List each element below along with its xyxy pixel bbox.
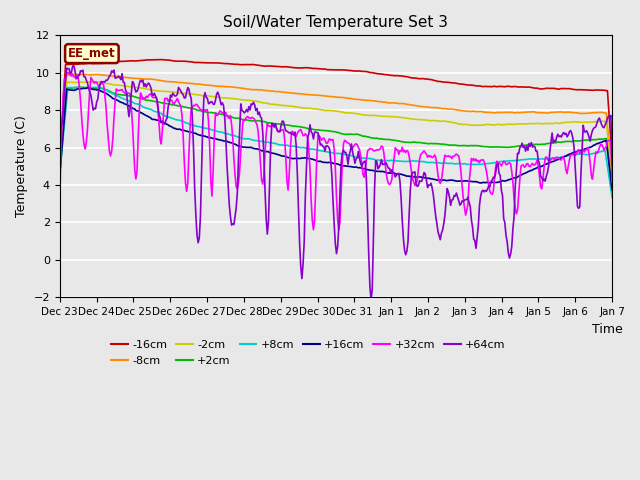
+8cm <box>56 171 63 177</box>
+16cm <box>229 141 237 146</box>
Legend: -16cm, -8cm, -2cm, +2cm, +8cm, +16cm, +32cm, +64cm: -16cm, -8cm, -2cm, +2cm, +8cm, +16cm, +3… <box>107 336 510 370</box>
+8cm <box>290 144 298 149</box>
+8cm <box>366 156 374 162</box>
-16cm <box>56 159 63 165</box>
Y-axis label: Temperature (C): Temperature (C) <box>15 115 28 217</box>
+64cm <box>560 130 568 135</box>
+64cm <box>229 221 237 227</box>
+2cm <box>56 171 63 177</box>
-2cm <box>392 114 400 120</box>
-8cm <box>56 164 63 170</box>
-2cm <box>290 104 298 109</box>
+2cm <box>463 143 470 148</box>
-8cm <box>72 72 80 77</box>
+8cm <box>392 158 400 164</box>
-2cm <box>88 79 96 84</box>
+16cm <box>608 187 616 193</box>
+32cm <box>608 180 616 185</box>
+2cm <box>366 134 374 140</box>
-8cm <box>366 97 374 103</box>
-16cm <box>608 156 616 161</box>
Line: -2cm: -2cm <box>60 82 612 179</box>
+2cm <box>608 186 616 192</box>
+16cm <box>56 171 63 177</box>
+32cm <box>367 146 375 152</box>
-8cm <box>392 100 400 106</box>
+64cm <box>367 297 375 302</box>
-16cm <box>229 61 237 67</box>
-8cm <box>463 108 470 114</box>
Line: -8cm: -8cm <box>60 74 612 175</box>
Line: -16cm: -16cm <box>60 60 612 162</box>
+32cm <box>464 201 472 207</box>
-2cm <box>608 176 616 182</box>
+64cm <box>394 171 401 177</box>
+32cm <box>560 155 568 161</box>
+16cm <box>290 156 298 161</box>
+8cm <box>463 162 470 168</box>
+32cm <box>56 194 63 200</box>
-16cm <box>463 82 470 88</box>
+32cm <box>229 135 237 141</box>
+16cm <box>559 155 566 160</box>
Line: +32cm: +32cm <box>60 72 612 230</box>
Title: Soil/Water Temperature Set 3: Soil/Water Temperature Set 3 <box>223 15 449 30</box>
-2cm <box>56 168 63 174</box>
-8cm <box>608 172 616 178</box>
-16cm <box>156 57 164 62</box>
-16cm <box>392 72 400 78</box>
+8cm <box>559 154 566 160</box>
+32cm <box>290 132 298 138</box>
+64cm <box>290 132 298 138</box>
-8cm <box>290 90 298 96</box>
+16cm <box>84 85 92 91</box>
-16cm <box>559 86 566 92</box>
+2cm <box>559 139 566 145</box>
+32cm <box>64 70 72 75</box>
-2cm <box>559 120 566 126</box>
-16cm <box>366 70 374 75</box>
Line: +2cm: +2cm <box>60 87 612 189</box>
-2cm <box>366 113 374 119</box>
Line: +8cm: +8cm <box>60 87 612 197</box>
-2cm <box>229 96 237 101</box>
+2cm <box>290 123 298 129</box>
X-axis label: Time: Time <box>593 324 623 336</box>
+64cm <box>70 62 77 68</box>
+16cm <box>366 168 374 173</box>
Line: +16cm: +16cm <box>60 88 612 190</box>
+64cm <box>464 194 472 200</box>
-8cm <box>229 84 237 90</box>
-16cm <box>290 65 298 71</box>
+8cm <box>94 84 102 90</box>
-8cm <box>559 109 566 115</box>
+32cm <box>394 147 401 153</box>
+64cm <box>608 163 616 168</box>
Text: EE_met: EE_met <box>68 47 116 60</box>
+8cm <box>608 194 616 200</box>
-2cm <box>463 121 470 127</box>
Line: +64cm: +64cm <box>60 65 612 300</box>
+64cm <box>56 170 63 176</box>
+16cm <box>392 171 400 177</box>
+64cm <box>366 284 374 290</box>
+8cm <box>229 132 237 138</box>
+2cm <box>76 84 83 90</box>
+2cm <box>229 115 237 120</box>
+32cm <box>335 227 342 233</box>
+2cm <box>392 138 400 144</box>
+16cm <box>463 178 470 184</box>
